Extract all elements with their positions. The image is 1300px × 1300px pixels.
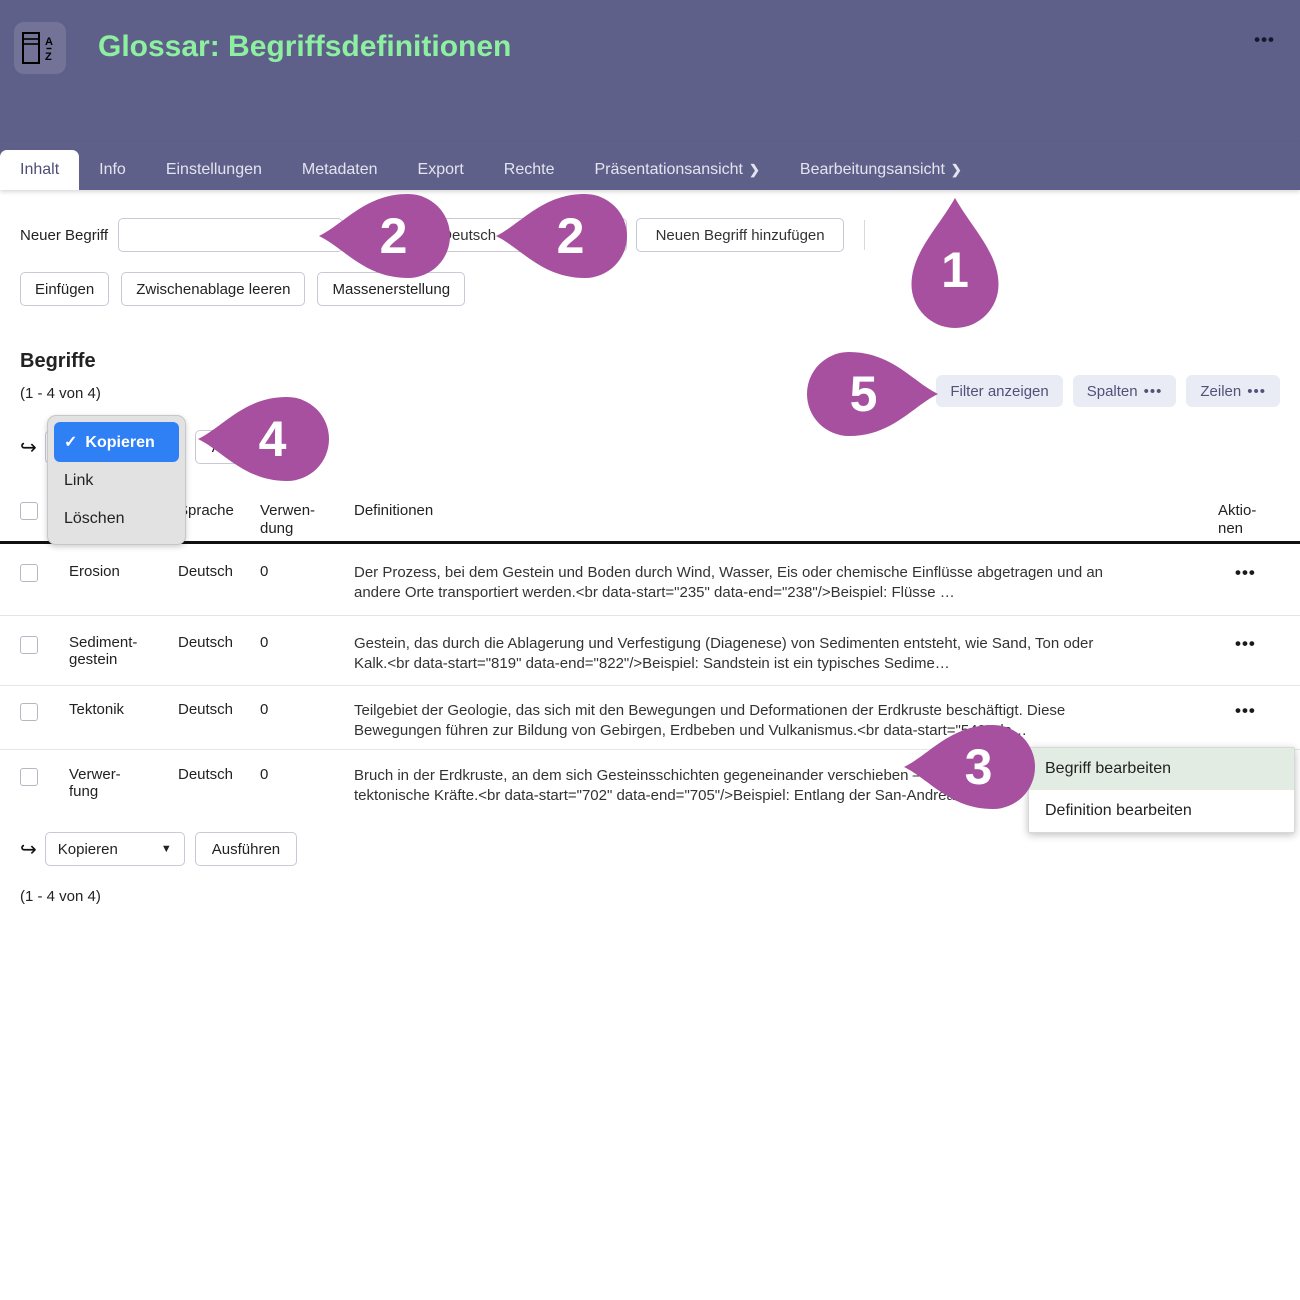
svg-text:A: A bbox=[45, 36, 53, 48]
svg-text:Z: Z bbox=[45, 51, 52, 63]
